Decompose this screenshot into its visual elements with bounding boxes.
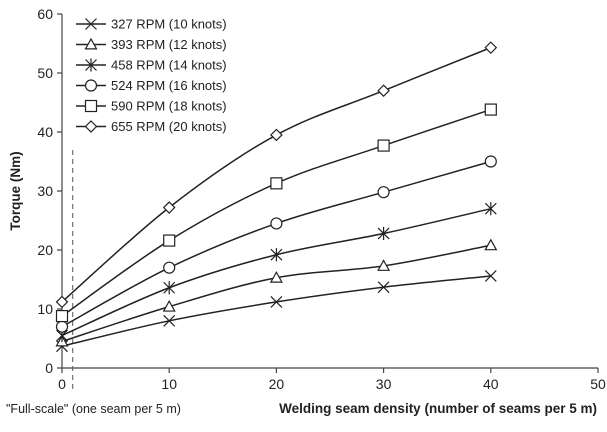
legend-entry: 524 RPM (16 knots) (76, 78, 227, 93)
legend-label: 590 RPM (18 knots) (111, 99, 227, 114)
data-point (162, 201, 176, 214)
x-tick-label: 50 (590, 376, 606, 392)
data-point (484, 270, 497, 282)
y-tick-label: 0 (45, 360, 53, 376)
data-point (163, 261, 176, 274)
axes: 0 10 20 30 40 50 60 0 10 20 30 40 50 Torque (Nm) Weldi… (8, 6, 606, 416)
series-1 (55, 238, 498, 347)
data-point (269, 270, 283, 283)
legend-entry: 393 RPM (12 knots) (76, 37, 227, 52)
data-point (163, 281, 176, 295)
annotation-layer: "Full-scale" (one seam per 5 m) (6, 150, 181, 416)
legend-marker (85, 18, 97, 30)
data-point (377, 281, 390, 294)
legend-marker (84, 120, 98, 133)
legend-label: 327 RPM (10 knots) (111, 17, 227, 32)
x-tick-label: 10 (161, 376, 177, 392)
y-tick-label: 40 (37, 124, 53, 140)
data-point (163, 314, 176, 327)
legend-label: 524 RPM (16 knots) (111, 78, 227, 93)
data-point (163, 234, 176, 247)
data-point (377, 259, 391, 271)
series-2 (56, 202, 497, 343)
data-point (270, 128, 283, 142)
x-axis-title: Welding seam density (number of seams pe… (279, 401, 597, 416)
full-scale-annotation: "Full-scale" (one seam per 5 m) (6, 402, 181, 416)
y-tick-label: 10 (37, 301, 53, 317)
series-layer (55, 41, 498, 353)
data-point (55, 320, 69, 333)
x-tick-label: 20 (269, 376, 285, 392)
legend-marker (84, 99, 98, 113)
data-point (270, 217, 283, 230)
legend-marker (84, 37, 98, 50)
legend-marker (85, 58, 97, 72)
data-point (377, 226, 390, 241)
data-point (55, 295, 69, 309)
data-point (162, 299, 176, 312)
data-point (55, 309, 69, 323)
data-point (270, 248, 283, 262)
series-4 (55, 103, 497, 323)
legend-marker (84, 79, 98, 92)
legend-entry: 327 RPM (10 knots) (76, 17, 227, 32)
data-point (484, 202, 497, 216)
y-tick-label: 30 (37, 183, 53, 199)
x-tick-label: 0 (58, 376, 66, 392)
data-point (484, 103, 497, 116)
data-point (270, 177, 283, 190)
legend-entry: 590 RPM (18 knots) (76, 99, 227, 114)
legend-label: 655 RPM (20 knots) (111, 119, 227, 134)
data-point (377, 186, 390, 199)
data-point (484, 155, 497, 168)
legend-entry: 458 RPM (14 knots) (76, 58, 227, 73)
x-tick-label: 30 (376, 376, 392, 392)
y-axis-title: Torque (Nm) (8, 151, 23, 230)
data-point (484, 41, 498, 54)
legend-entry: 655 RPM (20 knots) (76, 119, 227, 134)
y-tick-label: 20 (37, 242, 53, 258)
series-line (61, 275, 491, 347)
data-point (270, 295, 283, 308)
legend-label: 458 RPM (14 knots) (111, 58, 227, 73)
x-tick-label: 40 (483, 376, 499, 392)
data-point (377, 84, 390, 98)
y-tick-label: 50 (37, 65, 53, 81)
data-point (484, 238, 498, 251)
legend: 327 RPM (10 knots) 393 RPM (12 knots) 458 … (76, 17, 227, 134)
series-3 (55, 155, 497, 333)
data-point (377, 139, 390, 152)
series-5 (55, 41, 498, 309)
y-tick-label: 60 (37, 6, 53, 22)
legend-label: 393 RPM (12 knots) (111, 37, 227, 52)
